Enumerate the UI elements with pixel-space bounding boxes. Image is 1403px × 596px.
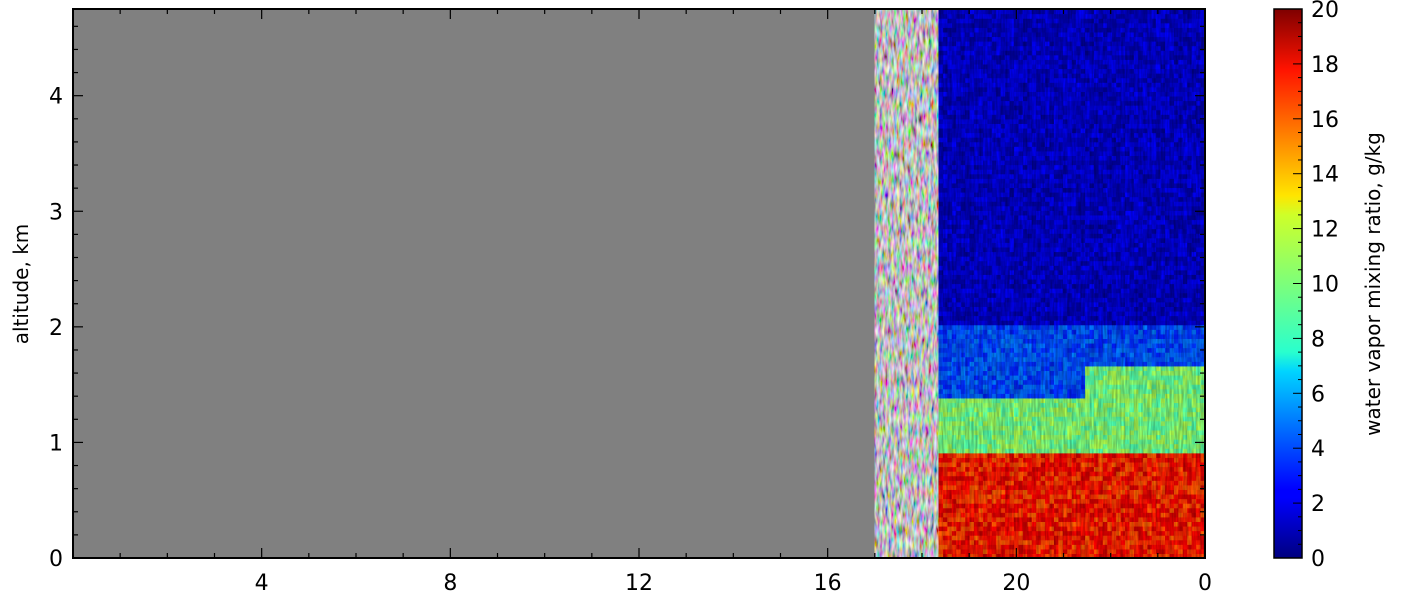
valid-data-region bbox=[938, 9, 1205, 558]
noisy-region bbox=[874, 9, 939, 558]
no-data-region bbox=[73, 9, 875, 558]
plot-area bbox=[73, 9, 1205, 558]
